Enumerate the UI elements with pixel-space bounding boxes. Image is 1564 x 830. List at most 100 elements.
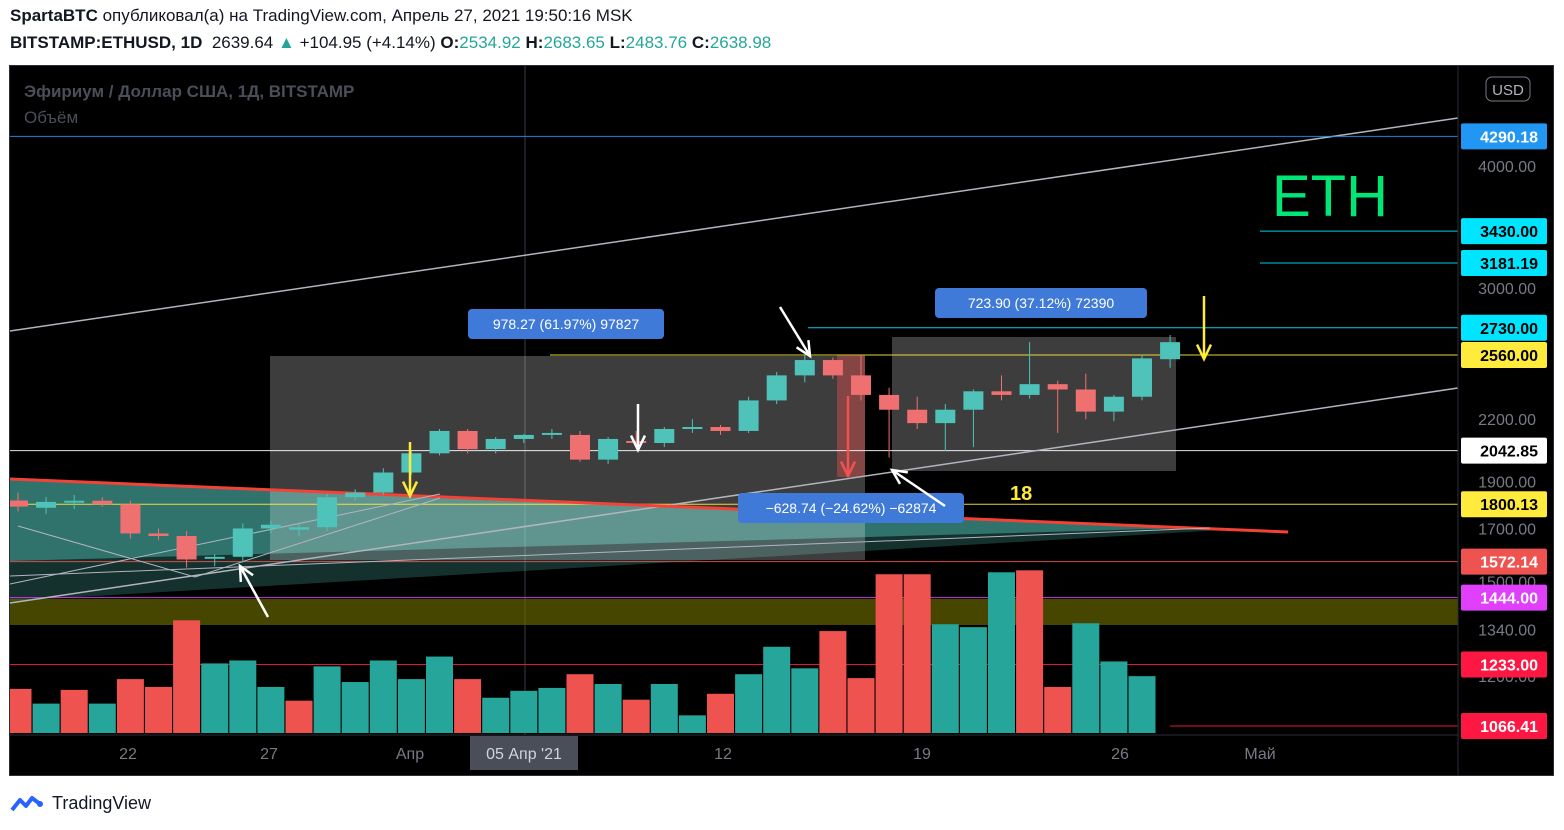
tradingview-logo-icon[interactable]	[10, 792, 46, 814]
volume-bar	[791, 668, 819, 733]
price-badge-1233.00[interactable]	[1461, 651, 1547, 678]
candle	[822, 360, 843, 376]
price-badge-label: 2730.00	[1480, 321, 1538, 338]
candle	[794, 360, 815, 376]
price-badge-1066.41[interactable]	[1461, 712, 1547, 739]
candle	[120, 504, 141, 534]
volume-bar	[285, 700, 313, 733]
red-trend-line[interactable]	[10, 477, 1289, 534]
chart-panel[interactable]: 978.27 (61.97%) 97827 723.90 (37.12%) 723…	[9, 65, 1554, 776]
volume-bar	[510, 690, 538, 733]
day-count-label: 18	[1010, 483, 1032, 505]
price-badge-3430.00[interactable]	[1461, 218, 1547, 245]
volume-bar	[1044, 686, 1072, 733]
open-value: 2534.92	[459, 33, 521, 52]
publish-line: SpartaBTC опубликовал(а) на TradingView.…	[10, 6, 633, 26]
close-label: C:	[691, 33, 710, 52]
channel-upper-line[interactable]	[10, 117, 1459, 332]
candle	[10, 500, 28, 507]
x-tick-label: Апр	[396, 746, 424, 763]
candle	[317, 497, 338, 528]
price-chart[interactable]: 978.27 (61.97%) 97827 723.90 (37.12%) 723…	[10, 66, 1554, 776]
price-badge-2042.85[interactable]	[1461, 437, 1547, 464]
price-badge-1800.13[interactable]	[1461, 491, 1547, 518]
white-arrow-4	[891, 468, 946, 508]
price-badge-label: 2560.00	[1480, 348, 1538, 365]
volume-bar	[819, 631, 847, 733]
price-badge-1444.00[interactable]	[1461, 584, 1547, 611]
fan-line-1	[10, 493, 441, 585]
candle	[1160, 342, 1181, 360]
candle	[289, 527, 309, 530]
volume-bar	[32, 703, 60, 733]
volume-bar	[650, 684, 678, 733]
change: +104.95 (+4.14%)	[299, 33, 436, 52]
price-badge-label: 1800.13	[1480, 497, 1538, 514]
volume-bar	[903, 574, 931, 733]
price-badge-2730.00[interactable]	[1461, 314, 1547, 341]
white-arrow-1-head	[629, 435, 647, 453]
price-badge-label: 1233.00	[1480, 658, 1538, 675]
measure-label-box-3[interactable]	[738, 493, 964, 523]
candle	[513, 434, 534, 439]
price-badge-3181.19[interactable]	[1461, 250, 1547, 277]
measure-label-box-2[interactable]	[935, 288, 1147, 318]
footer: TradingView	[10, 792, 151, 814]
candle	[1132, 358, 1152, 397]
volume-bar	[1072, 623, 1100, 733]
white-arrow-3	[238, 565, 270, 618]
channel-lower-line[interactable]	[10, 387, 1459, 604]
candle	[1019, 384, 1040, 395]
price-badge-1572.14[interactable]	[1461, 548, 1547, 575]
candle	[457, 430, 478, 450]
author[interactable]: SpartaBTC	[10, 6, 98, 25]
up-arrow-icon: ▲	[278, 33, 295, 52]
price-badge-label: 2042.85	[1480, 444, 1538, 461]
x-tick-label: 26	[1111, 746, 1129, 763]
symbol: BITSTAMP:ETHUSD, 1D	[10, 33, 203, 52]
volume-bar	[763, 646, 791, 733]
red-arrow-head	[839, 461, 857, 479]
x-tick-label: 22	[119, 746, 137, 763]
measure-label-box-1[interactable]	[468, 309, 664, 339]
price-badge-4290.18[interactable]	[1461, 123, 1547, 150]
volume-bar	[60, 689, 88, 733]
volume-bar	[88, 703, 116, 733]
fan-line-4	[194, 497, 441, 578]
candle	[541, 432, 562, 435]
brand-name[interactable]: TradingView	[52, 792, 152, 813]
price-badge-label: 3181.19	[1480, 256, 1538, 273]
volume-bar	[397, 679, 425, 733]
candle	[373, 472, 394, 493]
low-value: 2483.76	[625, 33, 688, 52]
volume-bar	[482, 697, 510, 733]
volume-bar	[1016, 570, 1044, 733]
x-tick-label: 27	[260, 746, 278, 763]
candle	[1047, 384, 1068, 390]
price-badge-label: 1066.41	[1480, 719, 1538, 736]
measure-label-1: 978.27 (61.97%) 97827	[493, 316, 640, 332]
fan-line-3	[10, 527, 1211, 577]
candle	[401, 453, 422, 473]
volume-bar	[1128, 676, 1156, 733]
legend-title: Эфириум / Доллар США, 1Д, BITSTAMP	[24, 82, 354, 101]
volume-bar	[735, 674, 763, 733]
price-badge-label: 1444.00	[1480, 591, 1538, 608]
x-tick-label: 19	[913, 746, 931, 763]
volume-bar	[678, 715, 706, 733]
measure-box-1[interactable]	[270, 356, 865, 560]
candle	[935, 409, 956, 424]
currency-button[interactable]: USD	[1485, 76, 1531, 102]
currency-label: USD	[1492, 82, 1524, 99]
measure-box-2[interactable]	[892, 337, 1176, 471]
price-badge-label: 1572.14	[1480, 555, 1538, 572]
volume-bar	[875, 574, 903, 733]
price-badge-2560.00[interactable]	[1461, 342, 1547, 369]
measure-label-3: −628.74 (−24.62%) −62874	[766, 500, 937, 516]
crosshair-date-label: 05 Апр '21	[486, 746, 562, 763]
volume-bar	[229, 660, 257, 733]
candle	[570, 434, 590, 460]
volume-bar	[426, 656, 453, 733]
volume-bar	[707, 693, 734, 733]
y-tick-label: 1900.00	[1478, 474, 1536, 491]
